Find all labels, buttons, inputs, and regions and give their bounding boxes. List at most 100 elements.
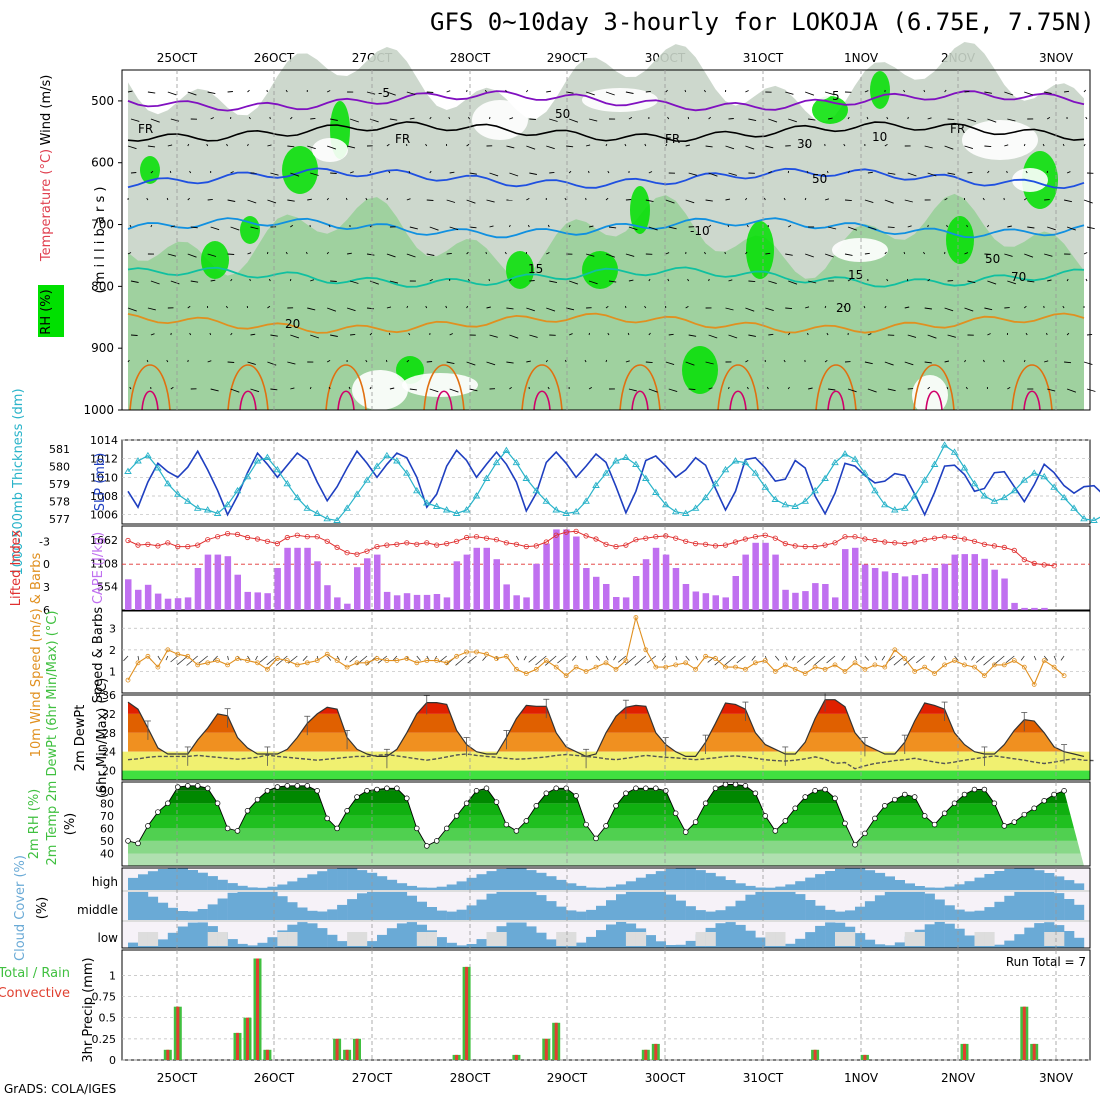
cloud-middle-bar (695, 910, 706, 920)
wind10-barb (954, 655, 959, 661)
wind10-barb (595, 655, 601, 661)
rh-area (155, 803, 1071, 816)
wind-barb (506, 307, 514, 310)
cape-bar (931, 568, 939, 610)
cloud-high-bar (327, 869, 338, 890)
cloud-middle-bar (1014, 892, 1025, 920)
cloud-high-bar (874, 872, 886, 890)
cloud-middle-bar (446, 911, 457, 920)
rh-tick: 50 (100, 835, 114, 848)
warm-contour (423, 364, 465, 411)
date-label-top: 28OCT (450, 51, 491, 65)
wind-barb (466, 361, 476, 366)
cloud-low-bar (825, 922, 836, 948)
wind-barb (725, 145, 735, 150)
wind-barb (944, 307, 954, 312)
li-tick: 0 (43, 558, 50, 571)
wind10-barb (634, 655, 647, 666)
wind-barb (1025, 170, 1028, 174)
rh-marker (453, 813, 460, 819)
cloud-middle-bar (386, 892, 398, 920)
thickness-marker (353, 490, 361, 497)
rh-area (167, 790, 1068, 804)
cloud-high-bar (227, 883, 238, 890)
precip-tick: 0.75 (92, 991, 117, 1004)
cloud-high-bar (426, 887, 437, 890)
cloud-low-bar (655, 941, 666, 948)
temp-tick: 32 (102, 708, 116, 721)
wind-barb (466, 305, 469, 309)
li-marker (692, 540, 699, 547)
wind-barb (529, 334, 538, 338)
rh-unit-label: (%) (63, 813, 78, 836)
wind-barb (708, 172, 718, 177)
wind-barb (568, 170, 572, 174)
cloud-low-bar (964, 935, 975, 948)
wind-barb (545, 359, 548, 363)
cloud-low-clear (625, 932, 637, 946)
cloud-high-bar (864, 870, 876, 890)
wind10-marker (812, 664, 818, 670)
cloud-low-bar (257, 942, 268, 948)
cape-bar (533, 563, 540, 610)
wind10-barb (1005, 655, 1015, 664)
cloud-high-bar (735, 883, 746, 890)
wind-barb (907, 225, 912, 228)
wind-barb (588, 225, 594, 228)
wind10-barb (813, 655, 826, 666)
wind10-marker (304, 660, 310, 666)
cloud-middle-bar (855, 906, 866, 920)
wind-barb (884, 144, 888, 147)
wind10-barb (137, 655, 140, 661)
cloud-high-bar (277, 884, 288, 890)
wind-barb (129, 386, 132, 390)
wind-barb (944, 360, 950, 363)
cape-bar (832, 597, 839, 610)
cloud-high-bar (247, 887, 258, 890)
wind-barb (807, 332, 809, 336)
cloud-low-bar (795, 938, 806, 948)
wind-barb (409, 117, 415, 120)
cape-bar (214, 554, 222, 610)
wind-barb (725, 307, 734, 311)
wind10-marker (185, 653, 191, 659)
wind-barb (527, 224, 530, 228)
wind-barb (466, 199, 476, 204)
wind-barb (768, 333, 774, 336)
cloud-middle-bar (635, 892, 647, 920)
date-label-bottom: 29OCT (547, 1071, 588, 1085)
rh-marker (822, 786, 828, 793)
cloud-low-clear (277, 932, 288, 946)
cloud-low-bar (884, 945, 895, 948)
wind-barb (1007, 280, 1017, 285)
cloud-high-bar (745, 885, 756, 890)
thickness-marker (174, 490, 182, 497)
wind10-marker (643, 647, 649, 653)
precip-legend-total: Total / Rain (0, 966, 70, 981)
wind-barb (1023, 359, 1026, 363)
wind-barb (386, 197, 388, 201)
rh-clear-patch (312, 138, 348, 162)
wind10-marker (503, 653, 509, 659)
cloud-low-bar (317, 928, 328, 948)
wind-barb (608, 280, 617, 283)
temp-area (128, 732, 1065, 752)
rh-marker (473, 788, 480, 794)
hot-contour (729, 390, 747, 411)
wind10-marker (1001, 662, 1007, 668)
li-marker (623, 542, 629, 548)
thickness-marker (184, 497, 192, 504)
cloud-middle-bar (277, 896, 288, 920)
precip-conv-bar (256, 958, 259, 1060)
wind10-marker (414, 660, 420, 666)
wind-barb (207, 91, 216, 95)
cape-bar (403, 593, 411, 610)
cloud-low-clear (835, 932, 846, 946)
wind-barb (685, 361, 695, 366)
wind-barb (984, 91, 992, 94)
wind-barb (746, 224, 749, 228)
cape-bar (164, 598, 172, 610)
wind-barb (648, 388, 658, 393)
wind-barb (150, 224, 153, 228)
hot-contour (435, 390, 453, 411)
